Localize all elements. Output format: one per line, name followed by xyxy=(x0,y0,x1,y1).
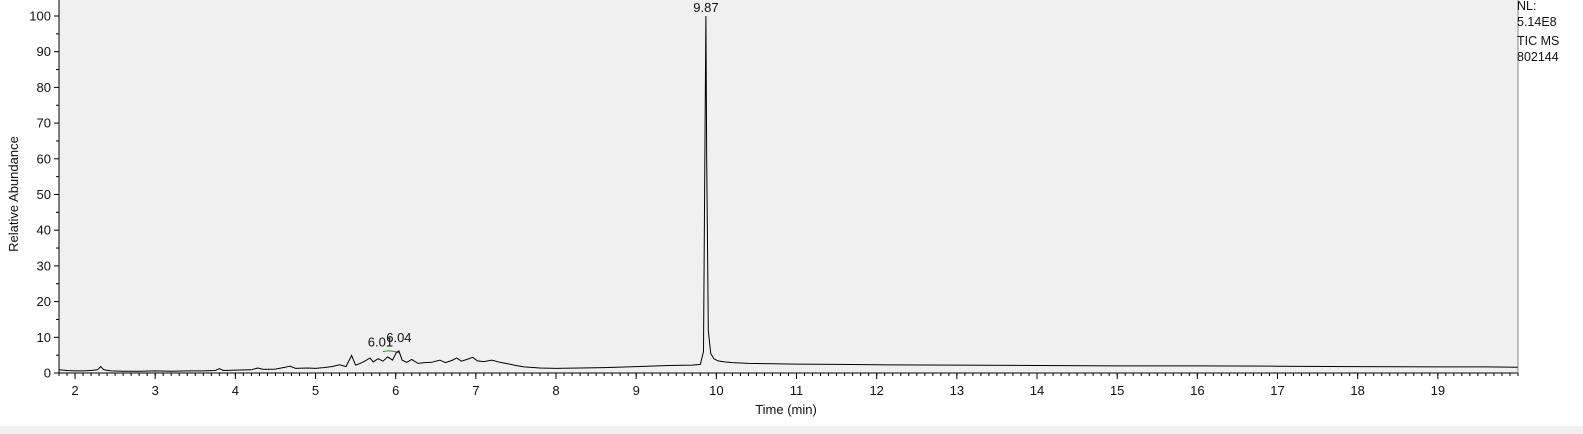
y-axis-title: Relative Abundance xyxy=(6,136,21,252)
x-tick-label: 2 xyxy=(71,383,78,398)
x-tick-label: 15 xyxy=(1110,383,1124,398)
file-id: 802144 xyxy=(1517,50,1559,64)
x-tick-label: 16 xyxy=(1190,383,1204,398)
x-tick-label: 5 xyxy=(312,383,319,398)
x-tick-label: 7 xyxy=(472,383,479,398)
y-tick-label: 60 xyxy=(37,151,51,166)
x-tick-label: 8 xyxy=(552,383,559,398)
y-tick-label: 40 xyxy=(37,223,51,238)
y-tick-label: 80 xyxy=(37,80,51,95)
x-tick-label: 3 xyxy=(152,383,159,398)
x-tick-label: 9 xyxy=(633,383,640,398)
x-tick-label: 10 xyxy=(709,383,723,398)
plot-background xyxy=(59,0,1518,373)
nl-value: 5.14E8 xyxy=(1517,15,1557,29)
integration-baseline xyxy=(382,350,400,354)
x-tick-label: 19 xyxy=(1431,383,1445,398)
status-strip xyxy=(0,426,1583,434)
y-tick-label: 30 xyxy=(37,258,51,273)
x-tick-label: 6 xyxy=(392,383,399,398)
x-tick-label: 11 xyxy=(790,383,804,398)
nl-label: NL: xyxy=(1517,0,1537,13)
x-tick-label: 14 xyxy=(1030,383,1044,398)
x-tick-label: 4 xyxy=(232,383,239,398)
y-tick-label: 10 xyxy=(37,330,51,345)
peak-label: 9.87 xyxy=(693,0,718,15)
x-tick-label: 13 xyxy=(950,383,964,398)
peak-label: 6.01 xyxy=(368,335,393,350)
y-tick-label: 90 xyxy=(37,44,51,59)
scan-type: TIC MS xyxy=(1517,34,1560,48)
y-tick-label: 50 xyxy=(37,187,51,202)
y-tick-label: 20 xyxy=(37,294,51,309)
peak-label: 6.04 xyxy=(386,330,411,345)
y-tick-label: 70 xyxy=(37,116,51,131)
tic-trace-line xyxy=(58,15,1519,372)
y-tick-label: 100 xyxy=(29,9,51,24)
x-axis-title: Time (min) xyxy=(755,402,817,417)
x-tick-label: 17 xyxy=(1270,383,1284,398)
x-tick-label: 12 xyxy=(869,383,883,398)
x-tick-label: 18 xyxy=(1350,383,1364,398)
y-tick-label: 0 xyxy=(44,366,51,381)
